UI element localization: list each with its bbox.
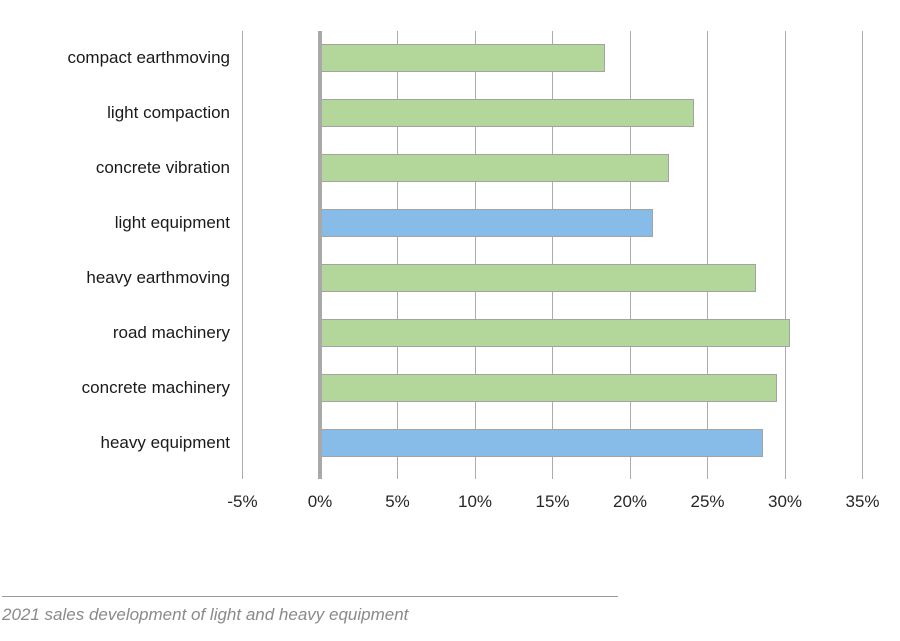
- chart-caption: 2021 sales development of light and heav…: [2, 605, 409, 624]
- x-axis-tick-label: 10%: [457, 492, 493, 511]
- category-label-heavy-equipment: heavy equipment: [100, 432, 230, 452]
- category-label-light-compaction: light compaction: [107, 103, 230, 123]
- gridline: [474, 31, 476, 479]
- x-axis-tick-label: -5%: [227, 492, 258, 511]
- bar-concrete-machinery: [320, 373, 778, 402]
- x-axis-tick-label: 20%: [612, 492, 648, 511]
- bar-concrete-vibration: [320, 154, 669, 183]
- bar-light-equipment: [320, 209, 654, 238]
- x-axis-tick-label: 30%: [767, 492, 803, 511]
- gridline: [862, 31, 863, 479]
- x-axis-tick-label: 0%: [307, 492, 333, 511]
- category-label-light-equipment: light equipment: [114, 213, 230, 233]
- caption-separator: [2, 596, 618, 597]
- x-axis-tick-label: 5%: [385, 492, 410, 511]
- x-axis-tick-label: 25%: [690, 492, 725, 511]
- gridline: [397, 31, 398, 479]
- gridline: [242, 31, 243, 479]
- gridline: [552, 31, 553, 479]
- category-label-concrete-machinery: concrete machinery: [81, 377, 230, 397]
- x-axis-tick-label: 35%: [845, 492, 880, 511]
- category-label-compact-earthmoving: compact earthmoving: [67, 48, 230, 68]
- bar-chart: -5% 0% 5% 10% 15% 20% 25% 30% 35% compact earthmo…: [67, 31, 880, 511]
- x-axis-tick-label: 15%: [535, 492, 570, 511]
- bar-heavy-equipment: [320, 428, 764, 457]
- bar-heavy-earthmoving: [320, 263, 756, 292]
- gridline: [707, 31, 708, 479]
- category-label-road-machinery: road machinery: [112, 322, 230, 342]
- category-label-heavy-earthmoving: heavy earthmoving: [86, 267, 230, 287]
- bar-road-machinery: [320, 318, 790, 347]
- zero-axis-line: [318, 31, 322, 479]
- gridline: [784, 31, 786, 479]
- bar-compact-earthmoving: [320, 44, 606, 73]
- gridline: [629, 31, 631, 479]
- category-label-concrete-vibration: concrete vibration: [95, 158, 230, 178]
- bar-light-compaction: [320, 99, 694, 128]
